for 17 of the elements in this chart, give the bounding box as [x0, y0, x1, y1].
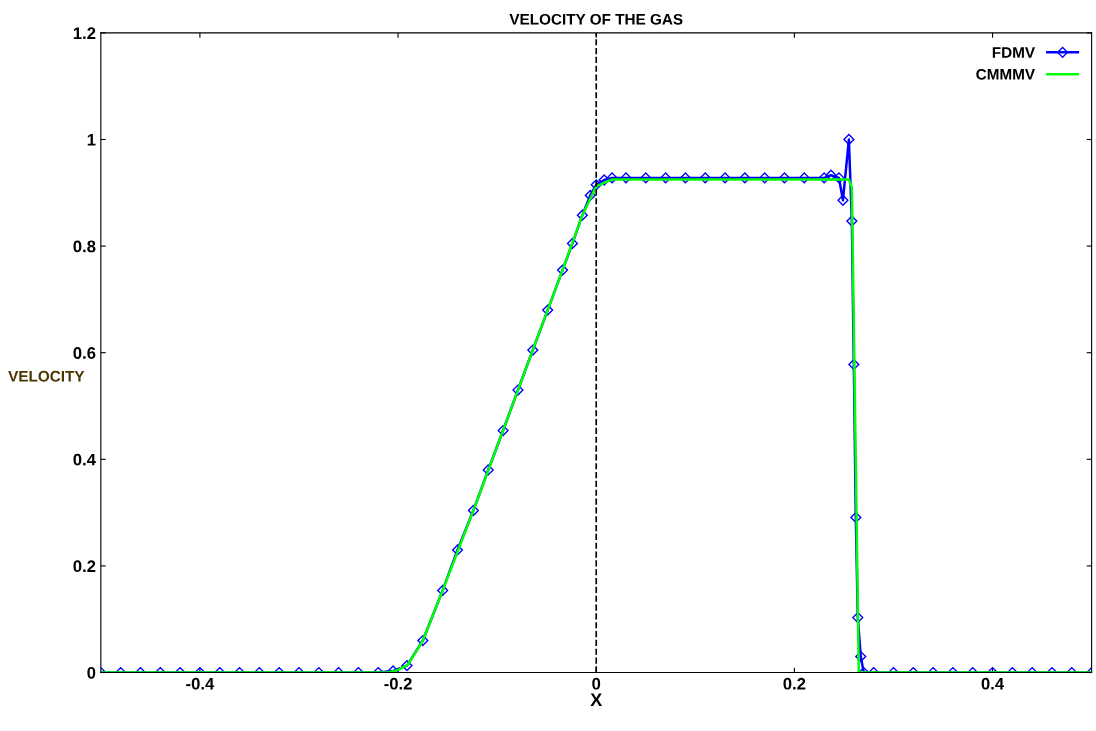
chart-title: VELOCITY OF THE GAS: [509, 13, 683, 25]
y-tick-label: 0.8: [73, 240, 96, 253]
y-tick-label: 0.6: [73, 347, 96, 359]
y-tick-label: 1: [87, 134, 96, 146]
y-tick-label: 0.4: [73, 453, 96, 466]
y-tick-label: 1.2: [73, 27, 96, 39]
legend-label: CMMMV: [976, 68, 1035, 80]
y-tick-label: 0: [87, 666, 96, 679]
x-tick-label: -0.4: [186, 677, 215, 690]
x-tick-label: -0.2: [384, 677, 412, 690]
x-axis-title: X: [590, 693, 603, 706]
y-axis-title: VELOCITY: [8, 370, 85, 382]
y-tick-label: 0.2: [73, 560, 96, 573]
x-tick-label: 0: [592, 677, 601, 690]
x-tick-label: 0.4: [981, 677, 1005, 690]
x-tick-label: 0.2: [783, 677, 806, 690]
legend-label: FDMV: [992, 47, 1035, 58]
